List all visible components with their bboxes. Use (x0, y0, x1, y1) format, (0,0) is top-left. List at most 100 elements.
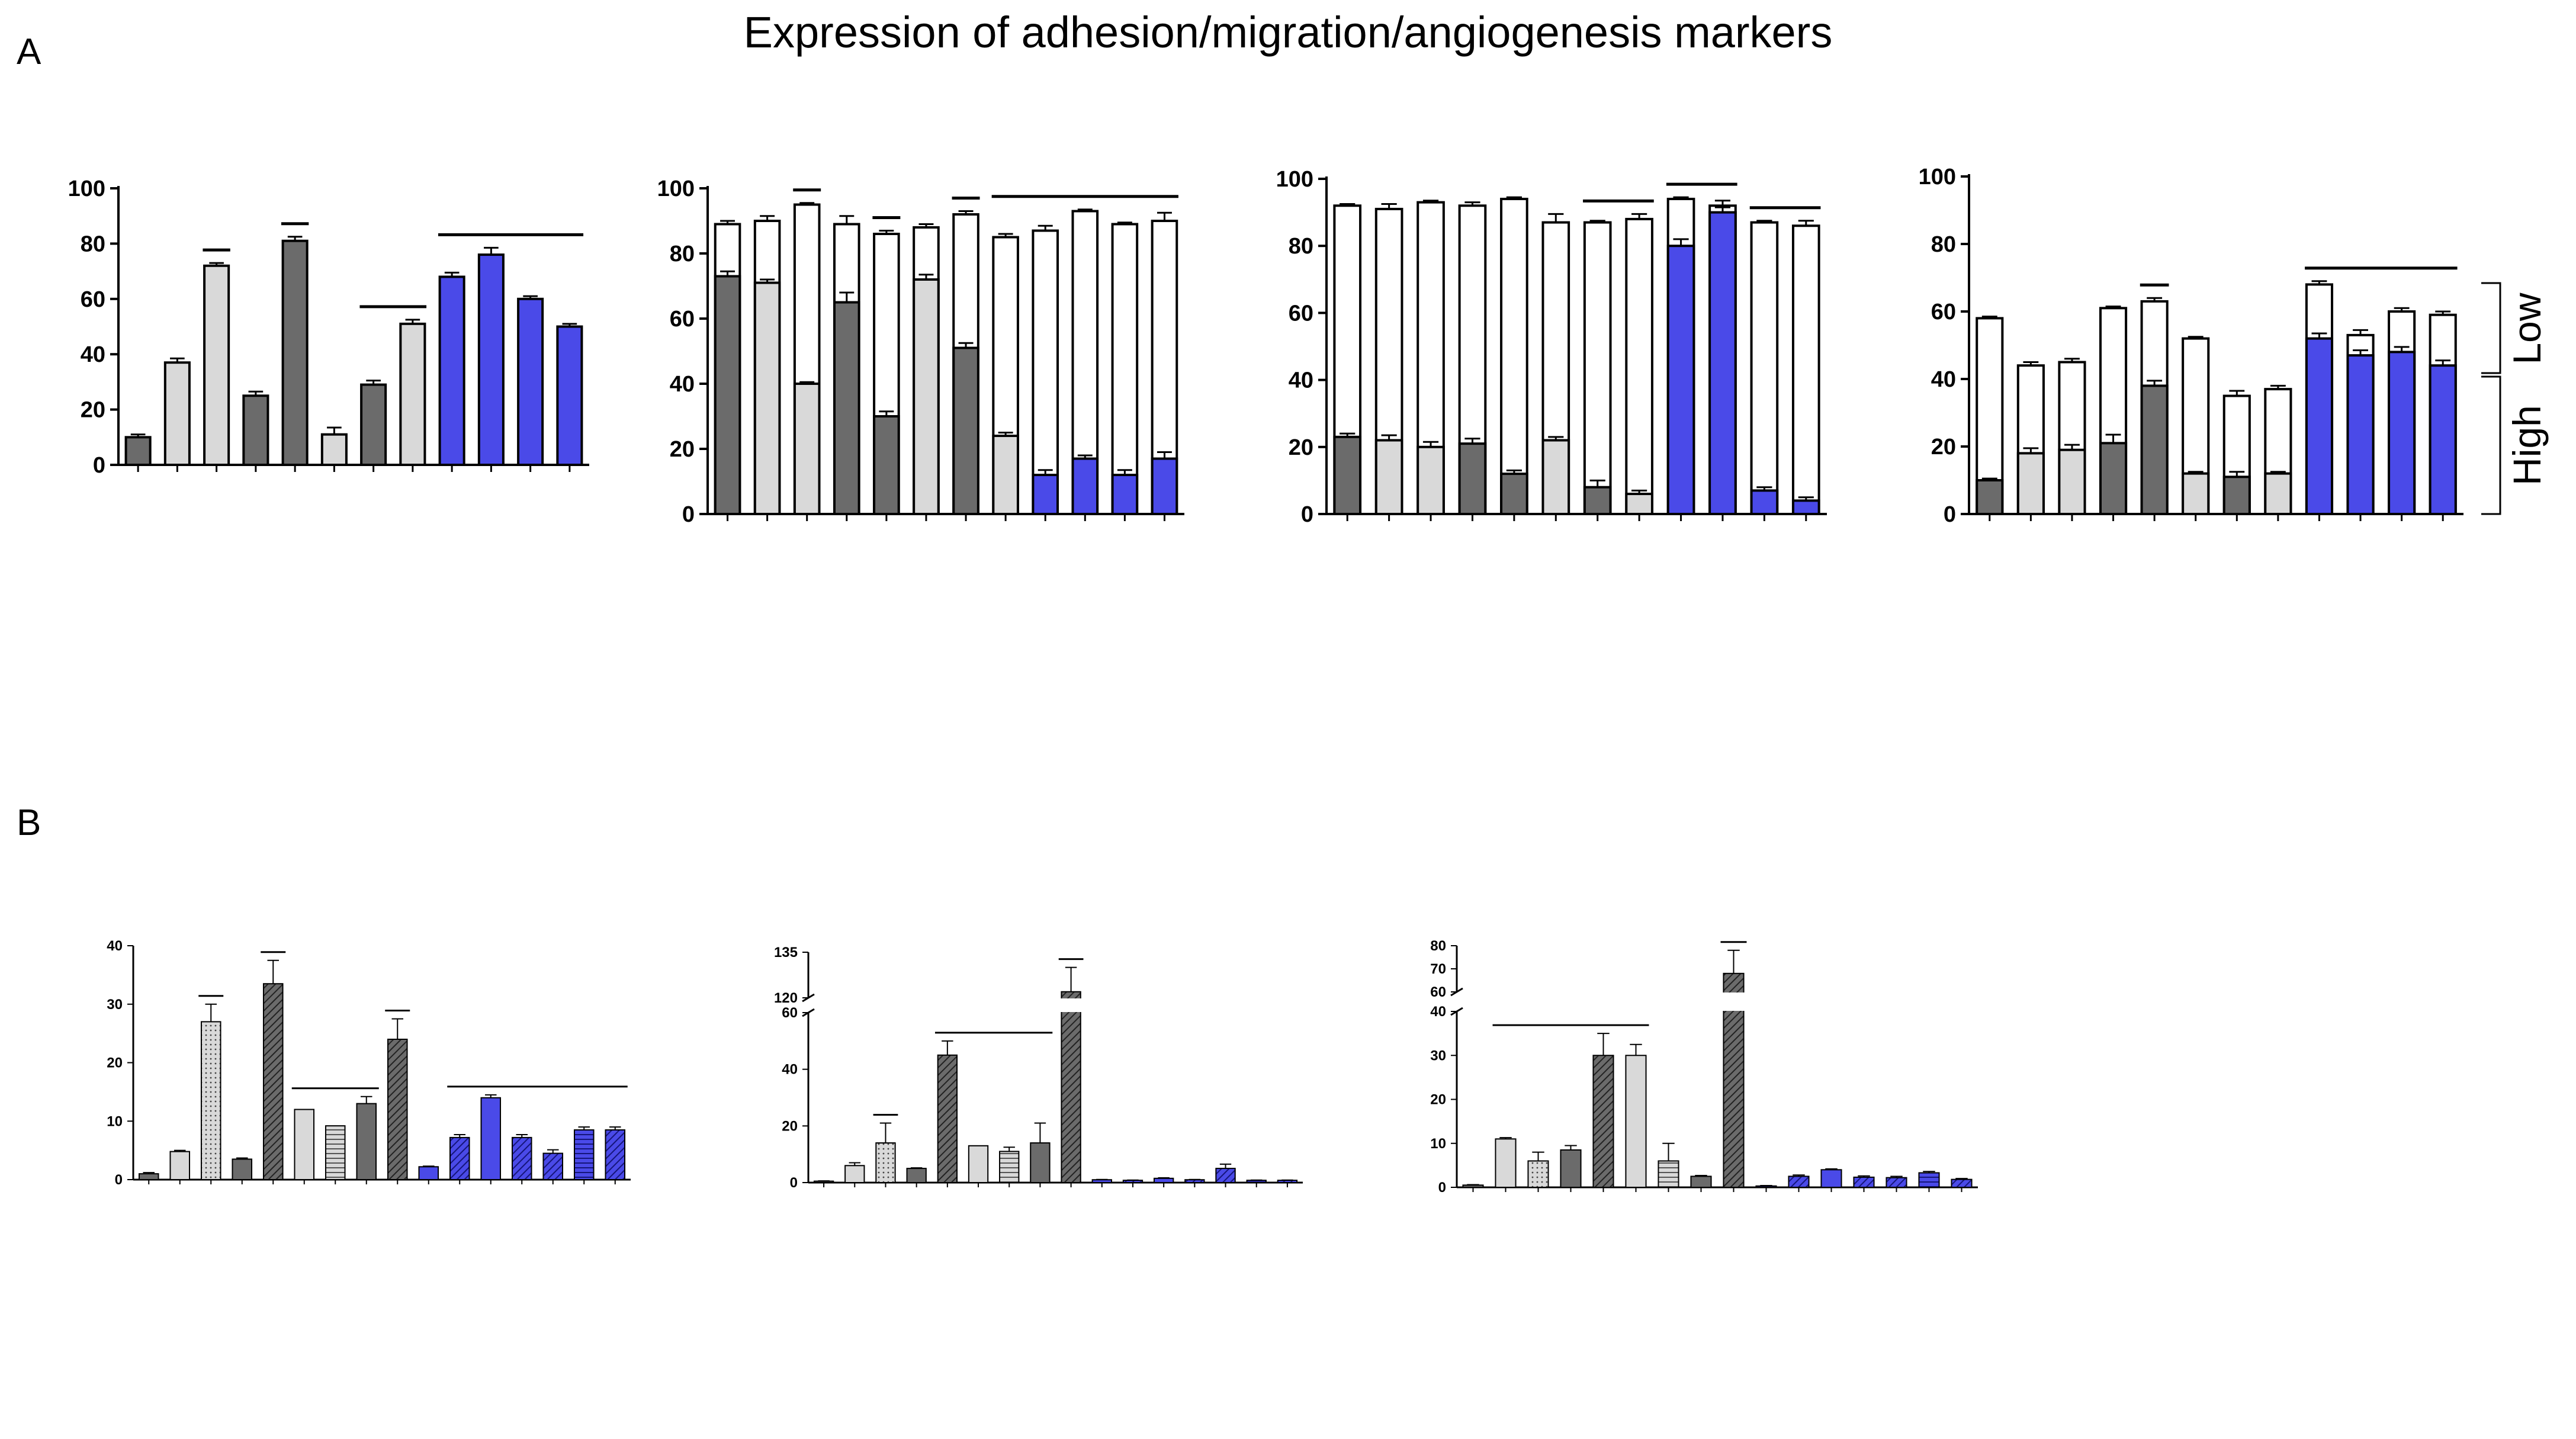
cd29-ytick-label: 40 (670, 372, 695, 397)
vimentin-bar (1462, 1184, 1484, 1188)
vimentin-bar (1755, 1185, 1777, 1188)
vimentin-bar (1853, 1176, 1875, 1188)
cd31-bar-low (1750, 221, 1779, 515)
cd29-ytick-label: 0 (682, 502, 695, 527)
ncam1-bar (542, 1152, 564, 1180)
ncam2-ytick-label: 20 (782, 1118, 798, 1134)
cd29-bar-high (873, 415, 900, 515)
cd31-bar-high (1791, 499, 1820, 515)
cd31-bar-low (1500, 197, 1528, 515)
panel-a-label: A (17, 31, 41, 72)
ncam1-bar (356, 1103, 377, 1180)
cd9-bar (477, 253, 505, 466)
vimentin-ytick-label: 0 (1438, 1180, 1446, 1196)
ncam2-ytick-label: 135 (774, 945, 798, 961)
cd9-bar (242, 394, 269, 466)
ncam2-bar (1246, 1180, 1267, 1184)
cd31-bar-low (1583, 221, 1612, 515)
cd9-ytick-label: 60 (81, 287, 105, 312)
cd105-bar-high (2346, 354, 2375, 515)
cd105-chart: 0 20 40 60 80 100 (1919, 165, 2463, 527)
ncam1-bar (605, 1129, 626, 1180)
vimentin-ytick-label: 70 (1430, 961, 1446, 977)
cd31-bar-high (1458, 442, 1487, 516)
vimentin-ytick-label: 60 (1430, 984, 1446, 1000)
cd9-bar (281, 239, 309, 466)
cd31-ytick-label: 60 (1289, 301, 1313, 326)
vimentin-ytick-label: 10 (1430, 1136, 1446, 1152)
cd29-ytick-label: 100 (657, 176, 695, 201)
cd29-bar-high (833, 301, 860, 515)
ncam2-bar (1030, 1142, 1051, 1183)
vimentin-bar (1951, 1178, 1973, 1189)
ncam2-bar (906, 1168, 927, 1184)
ncam1-ytick-label: 20 (107, 1055, 123, 1071)
ncam1-ytick-label: 10 (107, 1113, 123, 1129)
cd31-bar-high (1417, 445, 1445, 515)
cd29-chart: 0 20 40 60 80 100 (657, 176, 1184, 527)
cd31-bar-low (1791, 224, 1820, 515)
cd29-bar-high (913, 278, 940, 515)
ncam1-ytick-label: 40 (107, 938, 123, 954)
cd9-bar (360, 383, 387, 466)
ncam1-bar (418, 1166, 439, 1181)
vimentin-ytick-label: 20 (1430, 1092, 1446, 1108)
cd29-bar-low (1111, 223, 1139, 515)
cd29-bar-high (793, 383, 821, 515)
cd31-bar-low (1625, 217, 1653, 515)
vimentin-ytick-label: 40 (1430, 1004, 1446, 1020)
ncam1-bar (138, 1173, 159, 1180)
ncam2-bar (1215, 1168, 1236, 1184)
ncam2-bar (844, 1165, 865, 1184)
cd105-bar-high (2222, 476, 2251, 515)
vimentin-bar (1592, 1055, 1614, 1188)
cd29-ytick-label: 80 (670, 242, 695, 266)
vimentin-bar (1690, 1175, 1712, 1188)
ncam1-bar (449, 1136, 470, 1181)
cd29-bar-high (1071, 457, 1099, 515)
cd105-bar-high (2264, 472, 2292, 515)
high-bracket (2481, 375, 2501, 515)
panel-b-label: B (17, 802, 41, 843)
cd105-bar-high (2305, 337, 2334, 515)
cd9-bar (203, 264, 230, 466)
cd105-bar-high (2058, 448, 2086, 516)
ncam1-bar (232, 1158, 253, 1180)
cd9-bar (438, 275, 465, 466)
cd105-bar-high (2182, 472, 2210, 515)
cd9-bar (124, 436, 152, 466)
ncam1-bar (480, 1097, 502, 1180)
cd9-ytick-label: 80 (81, 232, 105, 256)
cd29-ytick-label: 60 (670, 307, 695, 332)
figure-title: Expression of adhesion/migration/angioge… (744, 8, 1833, 57)
vimentin-bar (1625, 1055, 1647, 1188)
cd9-bar (517, 297, 544, 466)
low-high-legend: Low High (2481, 282, 2549, 515)
ncam2-bar-break-gap (1059, 998, 1083, 1012)
vimentin-bar (1495, 1138, 1517, 1188)
cd31-bar-high (1666, 245, 1695, 515)
vimentin-bar (1788, 1175, 1810, 1188)
ncam2-bar (875, 1142, 896, 1183)
cd31-bar-high (1500, 473, 1528, 516)
cd31-ytick-label: 80 (1289, 234, 1313, 259)
cd29-bar-high (1032, 474, 1059, 515)
cd31-bar-high (1374, 439, 1403, 515)
ncam1-ytick-label: 0 (115, 1172, 123, 1188)
cd9-bar (556, 325, 583, 466)
ncam2-bar (1091, 1179, 1112, 1184)
cd105-ytick-label: 20 (1931, 435, 1956, 460)
ncam2-bar (1153, 1177, 1174, 1183)
cd29-bar-high (714, 275, 741, 515)
cd31-ytick-label: 20 (1289, 435, 1313, 460)
ncam1-bar (200, 1021, 221, 1180)
cd9-ytick-label: 20 (81, 398, 105, 423)
cd9-ytick-label: 0 (93, 453, 105, 478)
cd105-bar-high (2099, 442, 2128, 515)
ncam1-bar (511, 1136, 532, 1181)
cd105-ytick-label: 0 (1944, 502, 1956, 527)
ncam2-bar (1184, 1179, 1205, 1184)
cd9-bar (399, 322, 426, 467)
cd105-bar-high (2140, 384, 2169, 516)
cd105-ytick-label: 100 (1919, 165, 1956, 189)
